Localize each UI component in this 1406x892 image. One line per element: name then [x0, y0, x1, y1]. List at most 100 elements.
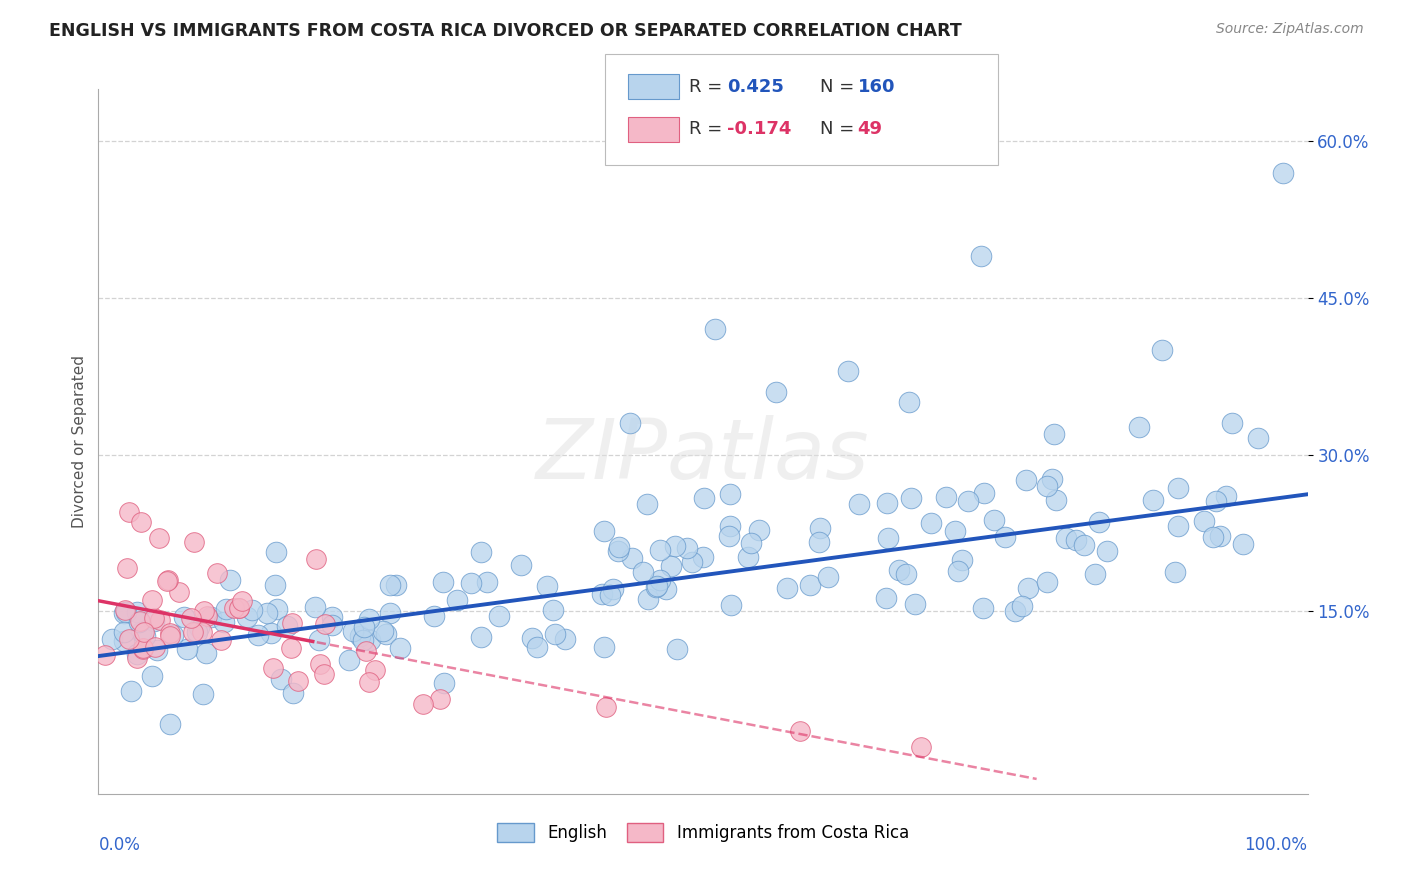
Point [765, 384, 787, 399]
Point [283, 686, 305, 700]
Y-axis label: Divorced or Separated: Divorced or Separated [72, 355, 87, 528]
Text: Source: ZipAtlas.com: Source: ZipAtlas.com [1216, 22, 1364, 37]
Point [308, 632, 330, 647]
Point [262, 661, 284, 675]
Point [180, 611, 202, 625]
Point [281, 615, 304, 630]
Point [280, 641, 302, 656]
Point [593, 640, 616, 655]
Point [1167, 518, 1189, 533]
Text: 49: 49 [858, 120, 883, 138]
Point [1040, 472, 1063, 486]
Point [176, 641, 198, 656]
Point [159, 717, 181, 731]
Point [1167, 481, 1189, 495]
Point [645, 579, 668, 593]
Point [740, 536, 762, 550]
Point [222, 601, 245, 615]
Point [359, 632, 381, 647]
Point [943, 524, 966, 538]
Point [1036, 575, 1059, 590]
Point [112, 634, 135, 648]
Point [112, 606, 135, 620]
Point [659, 558, 682, 573]
Point [146, 643, 169, 657]
Point [554, 632, 576, 646]
Text: 0.0%: 0.0% [98, 836, 141, 855]
Point [205, 566, 228, 580]
Point [200, 609, 222, 624]
Point [357, 675, 380, 690]
Point [112, 625, 135, 640]
Point [946, 564, 969, 578]
Text: R =: R = [689, 78, 728, 95]
Point [799, 577, 821, 591]
Point [127, 651, 149, 665]
Point [470, 545, 492, 559]
Point [266, 602, 288, 616]
Point [173, 609, 195, 624]
Point [1202, 530, 1225, 544]
Point [1097, 544, 1119, 558]
Point [209, 633, 232, 648]
Point [371, 624, 394, 639]
Point [114, 602, 136, 616]
Point [260, 626, 283, 640]
Point [1205, 494, 1227, 508]
Point [287, 674, 309, 689]
Point [789, 724, 811, 739]
Point [432, 575, 454, 590]
Point [114, 605, 136, 619]
Point [876, 531, 898, 545]
Point [354, 643, 377, 657]
Point [349, 629, 371, 643]
Point [591, 587, 613, 601]
Point [411, 697, 433, 711]
Point [1073, 538, 1095, 552]
Point [188, 620, 211, 634]
Point [1220, 417, 1243, 431]
Point [156, 574, 179, 589]
Point [606, 544, 628, 558]
Point [374, 626, 396, 640]
Point [894, 567, 917, 582]
Point [134, 629, 156, 643]
Point [1054, 531, 1077, 545]
Point [748, 523, 770, 537]
Point [352, 633, 374, 648]
Point [718, 487, 741, 501]
Text: ZIPatlas: ZIPatlas [536, 415, 870, 496]
Point [314, 666, 336, 681]
Point [972, 601, 994, 615]
Text: N =: N = [820, 78, 859, 95]
Point [304, 600, 326, 615]
Point [129, 624, 152, 639]
Point [159, 629, 181, 643]
Point [526, 640, 548, 654]
Point [276, 619, 298, 633]
Point [131, 642, 153, 657]
Point [817, 570, 839, 584]
Point [536, 579, 558, 593]
Text: 160: 160 [858, 78, 896, 95]
Point [920, 516, 942, 530]
Point [510, 558, 533, 573]
Point [378, 578, 401, 592]
Point [94, 648, 117, 663]
Point [904, 598, 927, 612]
Point [193, 604, 215, 618]
Point [1017, 581, 1039, 595]
Point [127, 605, 149, 619]
Point [247, 628, 270, 642]
Point [186, 625, 208, 640]
Point [314, 617, 336, 632]
Point [693, 491, 716, 505]
Point [737, 550, 759, 565]
Point [631, 566, 654, 580]
Point [101, 632, 124, 647]
Point [191, 687, 214, 701]
Point [950, 552, 973, 566]
Point [619, 417, 641, 431]
Point [337, 653, 360, 667]
Point [1232, 537, 1254, 551]
